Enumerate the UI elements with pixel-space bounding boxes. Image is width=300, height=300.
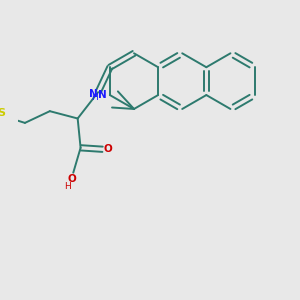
Text: O: O: [103, 144, 112, 154]
Text: N: N: [89, 88, 98, 99]
Text: H: H: [64, 182, 71, 191]
Text: S: S: [0, 108, 5, 118]
Text: O: O: [68, 174, 76, 184]
Text: N: N: [98, 90, 107, 100]
Text: H: H: [91, 93, 98, 102]
